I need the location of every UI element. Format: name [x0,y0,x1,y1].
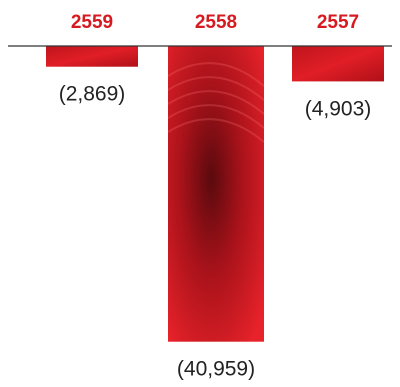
bar-texture-stripe [167,118,265,143]
value-label-2557: (4,903) [305,97,372,120]
bar-texture-stripe [167,76,265,101]
bar-2559 [46,46,138,67]
bar-2557 [292,46,384,82]
value-label-2559: (2,869) [59,83,126,106]
bar-texture-stripe [167,104,265,129]
bar-2558 [168,46,264,342]
category-label-2558: 2558 [195,12,237,33]
category-label-2557: 2557 [317,12,359,33]
category-label-2559: 2559 [71,12,113,33]
bar-texture-stripe [167,62,265,87]
bar-texture-stripe [167,90,265,115]
value-label-2558: (40,959) [177,358,255,381]
